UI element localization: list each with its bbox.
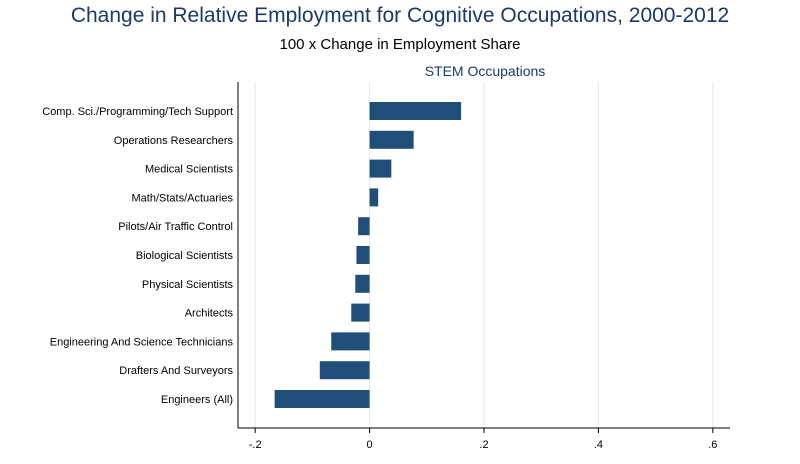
category-label: Engineers (All) (161, 394, 233, 406)
x-tick-label: .4 (594, 439, 603, 451)
bar (356, 246, 370, 264)
category-label: Pilots/Air Traffic Control (118, 221, 233, 233)
bar (331, 332, 370, 351)
bar (369, 102, 462, 120)
category-label: Medical Scientists (145, 164, 234, 176)
category-label: Biological Scientists (136, 250, 234, 262)
chart-subtitle: 100 x Change in Employment Share (279, 36, 521, 53)
bar (369, 130, 414, 149)
x-tick-label: .2 (479, 439, 488, 451)
category-label: Drafters And Surveyors (119, 365, 233, 377)
bar (355, 274, 370, 293)
x-tick-label: .6 (708, 439, 717, 451)
bar (351, 303, 370, 322)
x-tick-label: -.2 (249, 439, 262, 451)
category-label: Architects (185, 308, 234, 320)
category-label: Comp. Sci./Programming/Tech Support (42, 106, 233, 118)
x-tick-label: 0 (367, 439, 373, 451)
category-label: Physical Scientists (142, 279, 234, 291)
category-label: Engineering And Science Technicians (50, 336, 234, 348)
bar (369, 188, 379, 207)
bar (319, 361, 370, 380)
chart-title: Change in Relative Employment for Cognit… (70, 4, 730, 27)
bar (358, 217, 370, 236)
category-label: Operations Researchers (114, 135, 234, 147)
bar (274, 390, 370, 408)
bar (369, 159, 392, 178)
category-label: Math/Stats/Actuaries (132, 192, 234, 204)
panel-label: STEM Occupations (425, 63, 546, 79)
